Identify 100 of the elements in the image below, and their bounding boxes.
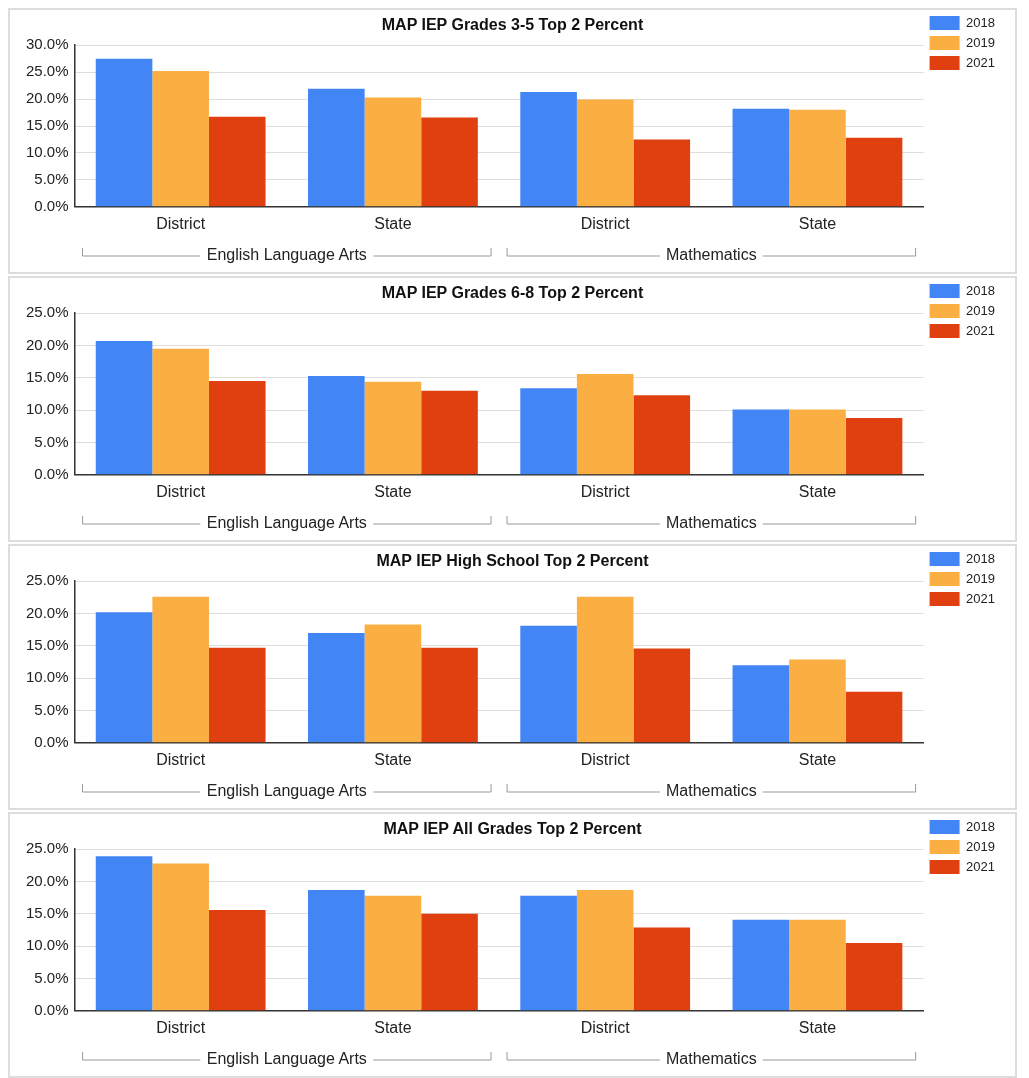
bar bbox=[520, 895, 577, 1011]
bar bbox=[152, 863, 209, 1011]
bar bbox=[732, 919, 790, 1011]
bar bbox=[308, 88, 365, 207]
bar bbox=[633, 927, 691, 1011]
legend-label: 2019 bbox=[966, 302, 995, 318]
bar bbox=[789, 409, 846, 475]
legend-label: 2021 bbox=[966, 54, 995, 70]
text: English Language Arts bbox=[206, 514, 367, 532]
y-tick-label: 25.0% bbox=[25, 571, 69, 589]
text: English Language Arts bbox=[206, 1050, 367, 1068]
legend-label: 2021 bbox=[966, 322, 995, 338]
text: English Language Arts bbox=[206, 782, 367, 800]
bar bbox=[633, 139, 691, 207]
bar bbox=[308, 375, 365, 475]
text: Mathematics bbox=[665, 246, 757, 264]
bar bbox=[95, 341, 153, 475]
bar bbox=[208, 909, 266, 1011]
bar bbox=[308, 632, 365, 743]
legend-label: 2018 bbox=[966, 550, 995, 566]
bar bbox=[208, 116, 266, 207]
text: Mathematics bbox=[665, 782, 757, 800]
y-tick-label: 0.0% bbox=[34, 464, 69, 482]
y-tick-label: 20.0% bbox=[25, 89, 69, 107]
chart-title: MAP IEP Grades 6-8 Top 2 Percent bbox=[381, 284, 644, 302]
bar bbox=[364, 895, 422, 1011]
bar bbox=[633, 648, 691, 743]
bar bbox=[789, 659, 846, 743]
bar bbox=[421, 390, 478, 475]
x-tick-label: State bbox=[798, 1018, 837, 1036]
bar bbox=[732, 108, 790, 207]
x-tick-label: State bbox=[374, 214, 412, 232]
legend-label: 2019 bbox=[966, 34, 995, 50]
y-tick-label: 20.0% bbox=[25, 335, 69, 353]
bar bbox=[576, 373, 634, 475]
text: Mathematics bbox=[665, 1050, 757, 1068]
legend-label: 2018 bbox=[966, 282, 995, 298]
text: English Language Arts bbox=[206, 246, 367, 264]
bar bbox=[421, 117, 478, 207]
bar bbox=[633, 395, 691, 475]
legend-label: 2019 bbox=[966, 570, 995, 586]
x-tick-label: State bbox=[798, 214, 837, 232]
x-tick-label: District bbox=[156, 750, 206, 768]
chart-title: MAP IEP All Grades Top 2 Percent bbox=[383, 820, 643, 838]
x-tick-label: District bbox=[580, 1018, 631, 1036]
bar bbox=[208, 647, 266, 743]
y-tick-label: 30.0% bbox=[25, 35, 69, 53]
bar bbox=[845, 417, 903, 475]
y-tick-label: 5.0% bbox=[34, 968, 69, 986]
legend-label: 2018 bbox=[966, 14, 995, 30]
y-tick-label: 25.0% bbox=[25, 62, 69, 80]
x-tick-label: District bbox=[580, 214, 631, 232]
bar bbox=[208, 381, 266, 475]
bar bbox=[732, 665, 790, 743]
y-tick-label: 5.0% bbox=[34, 170, 69, 188]
bar bbox=[95, 58, 153, 207]
y-tick-label: 15.0% bbox=[25, 903, 69, 921]
bar bbox=[152, 596, 209, 743]
bar bbox=[845, 691, 903, 743]
x-tick-label: State bbox=[374, 1018, 412, 1036]
y-tick-label: 10.0% bbox=[25, 668, 69, 686]
bar bbox=[364, 381, 422, 475]
bar bbox=[364, 624, 422, 743]
bar bbox=[421, 647, 478, 743]
x-tick-label: District bbox=[156, 214, 206, 232]
bar bbox=[520, 625, 577, 743]
y-tick-label: 15.0% bbox=[25, 367, 69, 385]
bar bbox=[95, 856, 153, 1011]
bar bbox=[520, 92, 577, 207]
bar bbox=[152, 71, 209, 207]
y-tick-label: 20.0% bbox=[25, 871, 69, 889]
y-tick-label: 25.0% bbox=[25, 839, 69, 857]
y-tick-label: 0.0% bbox=[34, 732, 69, 750]
y-tick-label: 20.0% bbox=[25, 603, 69, 621]
bar bbox=[421, 913, 478, 1011]
x-tick-label: State bbox=[374, 750, 412, 768]
bar bbox=[520, 388, 577, 475]
text: Mathematics bbox=[665, 514, 757, 532]
y-tick-label: 10.0% bbox=[25, 400, 69, 418]
chart-title: MAP IEP High School Top 2 Percent bbox=[376, 552, 650, 570]
y-tick-label: 15.0% bbox=[25, 116, 69, 134]
bar bbox=[789, 919, 846, 1011]
x-tick-label: District bbox=[156, 482, 206, 500]
x-tick-label: District bbox=[580, 750, 631, 768]
y-tick-label: 0.0% bbox=[34, 1000, 69, 1018]
y-tick-label: 5.0% bbox=[34, 700, 69, 718]
bar bbox=[732, 409, 790, 475]
bar bbox=[845, 137, 903, 207]
x-tick-label: District bbox=[156, 1018, 206, 1036]
bar bbox=[364, 97, 422, 207]
bar bbox=[95, 612, 153, 743]
legend-label: 2018 bbox=[966, 818, 995, 834]
chart-title: MAP IEP Grades 3-5 Top 2 Percent bbox=[381, 16, 644, 34]
bar bbox=[152, 348, 209, 475]
y-tick-label: 10.0% bbox=[25, 143, 69, 161]
legend-label: 2021 bbox=[966, 590, 995, 606]
x-tick-label: State bbox=[374, 482, 412, 500]
bar bbox=[576, 889, 634, 1011]
x-tick-label: District bbox=[580, 482, 631, 500]
bar bbox=[845, 942, 903, 1011]
